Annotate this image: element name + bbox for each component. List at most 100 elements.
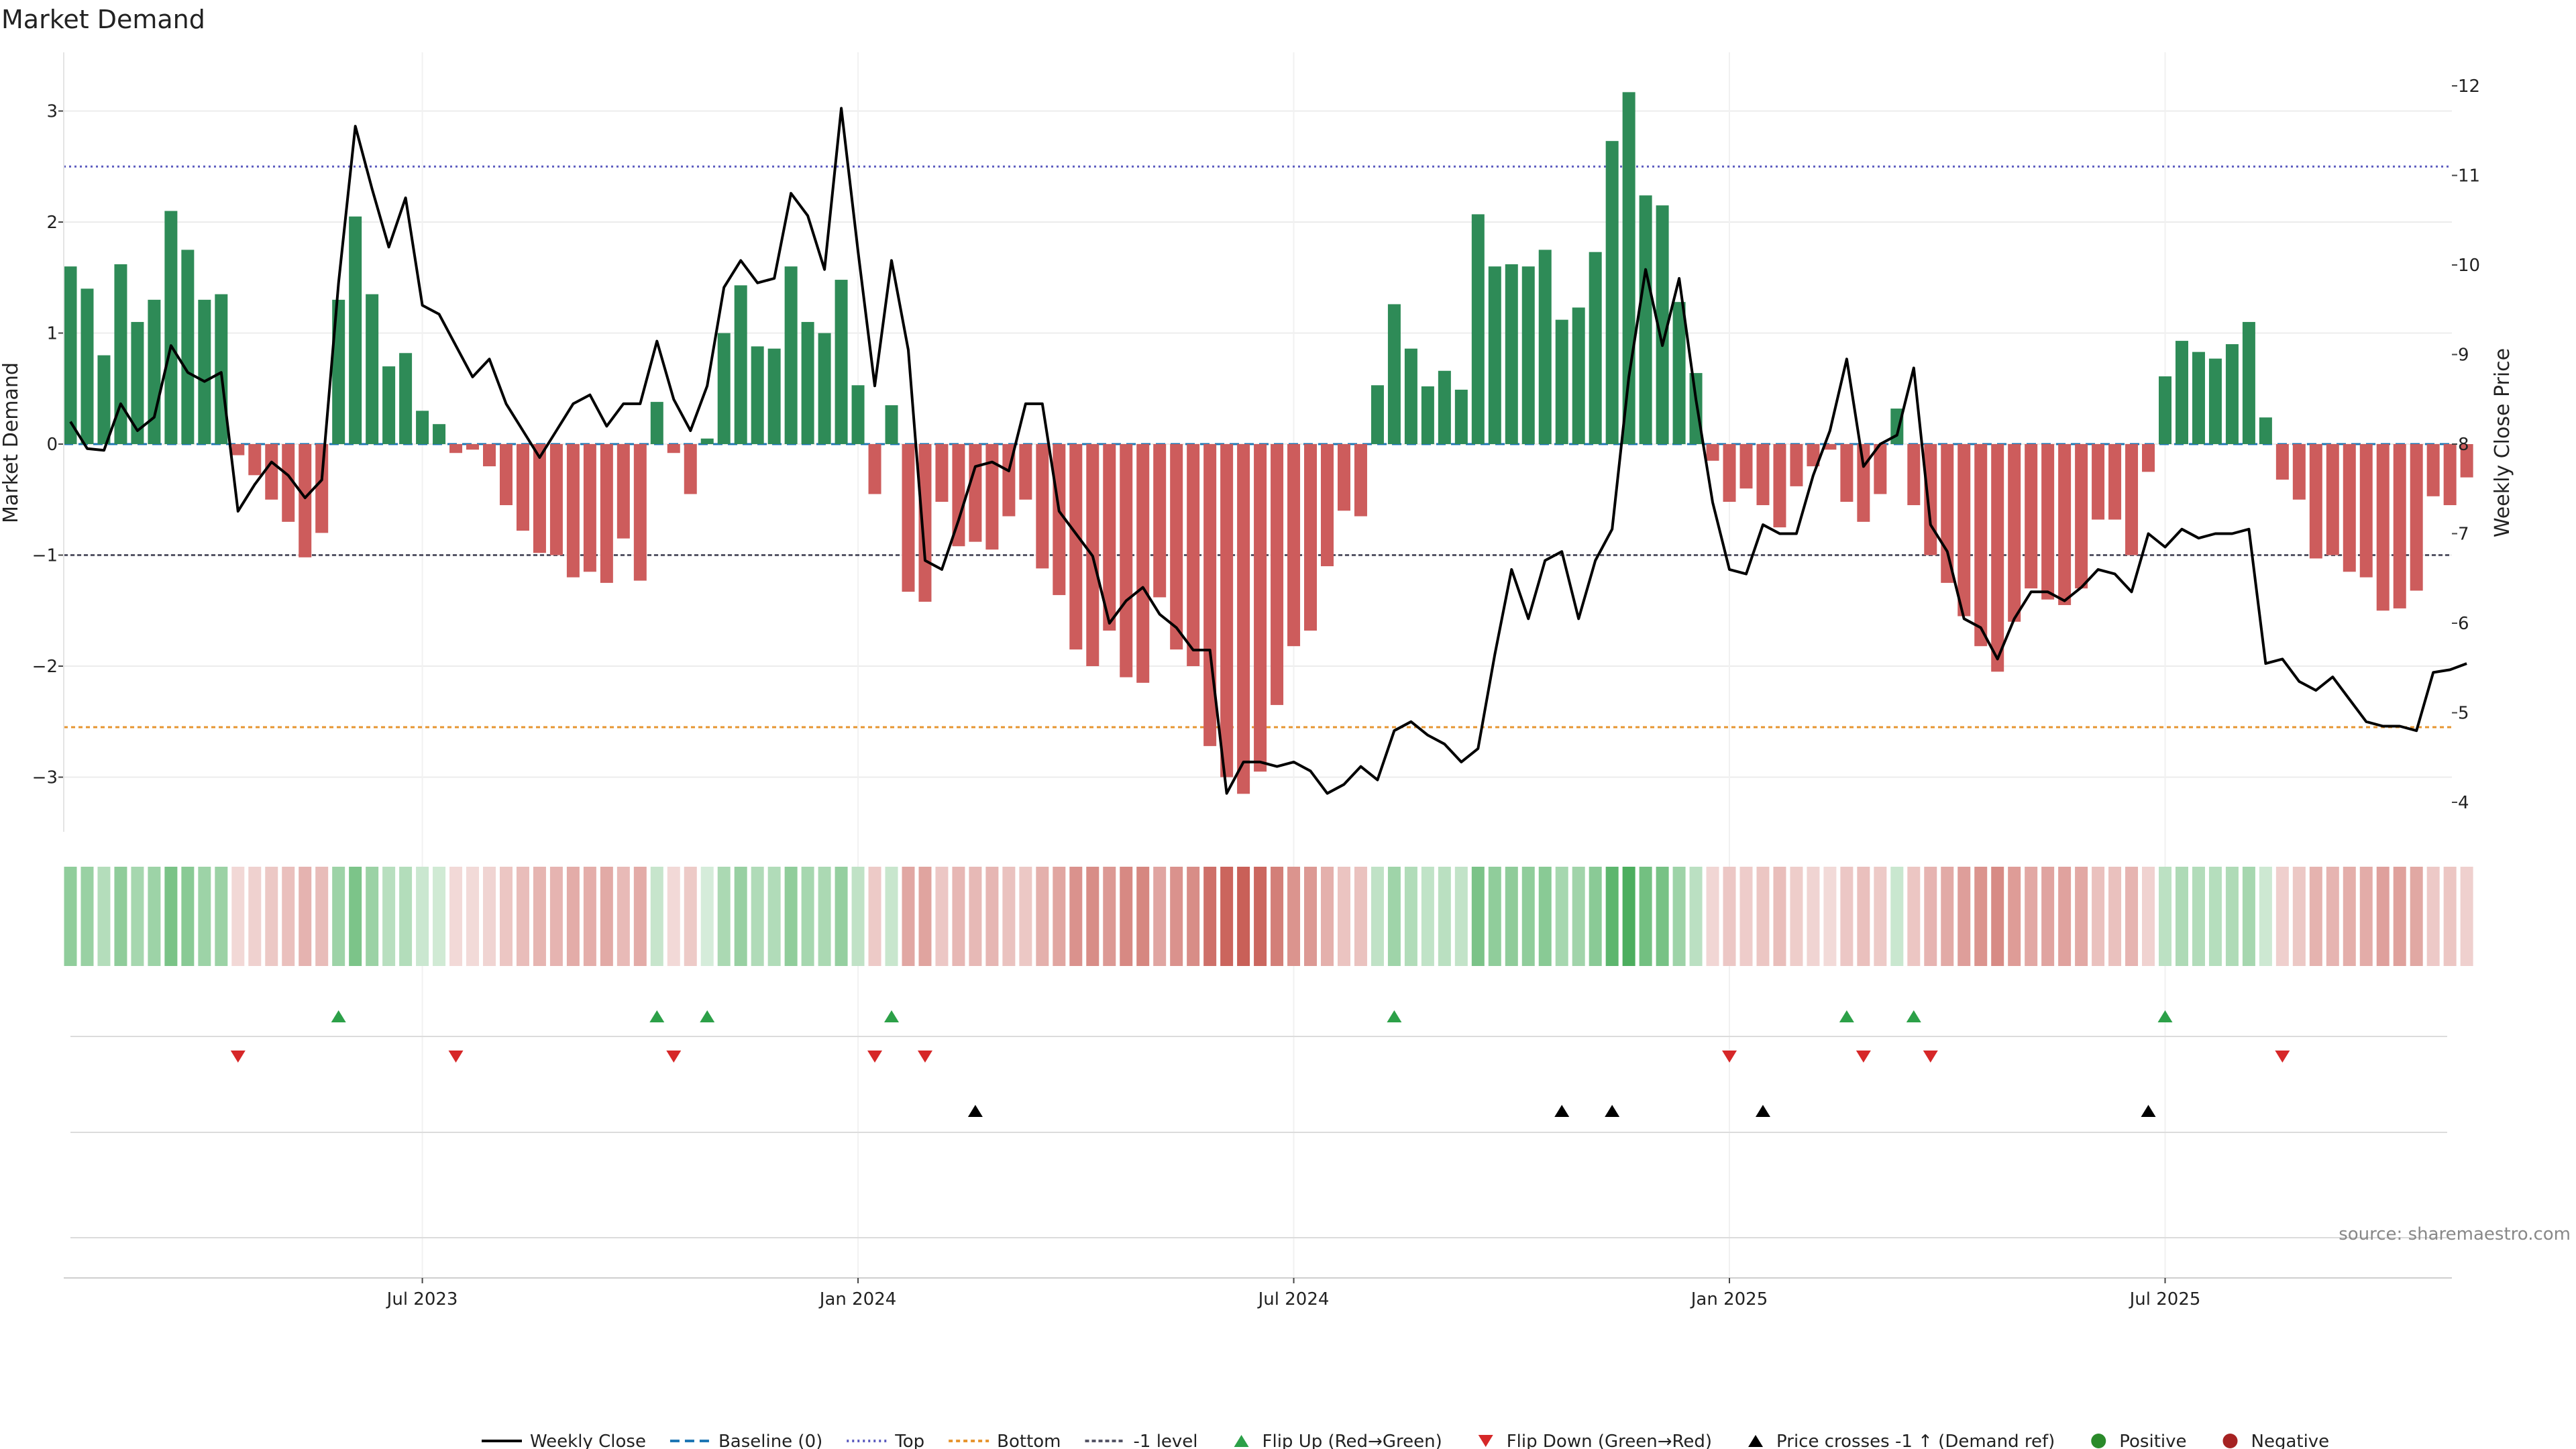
heat-cell [1656, 867, 1669, 966]
demand-bar-negative [1974, 444, 1988, 647]
flip-up-marker [2157, 1010, 2173, 1022]
demand-bar-negative [868, 444, 881, 494]
demand-bar-positive [198, 299, 211, 444]
left-tick-label: 1 [46, 324, 58, 344]
heat-cell [835, 867, 848, 966]
heat-cell [1723, 867, 1736, 966]
heat-cell [583, 867, 596, 966]
demand-bar-negative [1823, 444, 1837, 450]
heat-cell [399, 867, 413, 966]
flip-down-marker [867, 1051, 883, 1063]
heat-cell [499, 867, 513, 966]
demand-bar-positive [164, 211, 178, 444]
heat-cell [483, 867, 496, 966]
demand-bar-negative [600, 444, 613, 583]
demand-bar-negative [684, 444, 697, 494]
heat-cell [1505, 867, 1518, 966]
heat-cell [282, 867, 295, 966]
demand-bar-positive [784, 266, 798, 444]
demand-bar-negative [1036, 444, 1049, 569]
heat-cell [1271, 867, 1284, 966]
demand-bar-negative [2376, 444, 2390, 611]
left-tick-label: 0 [46, 435, 58, 455]
demand-bar-positive [215, 294, 228, 444]
heat-cell [2025, 867, 2038, 966]
flip-up-marker [700, 1010, 715, 1022]
flip-up-marker [1387, 1010, 1402, 1022]
demand-bar-positive [366, 294, 379, 444]
demand-bar-negative [2426, 444, 2440, 496]
heat-cell [918, 867, 932, 966]
demand-bar-positive [2192, 352, 2205, 444]
demand-bar-negative [248, 444, 262, 476]
heat-cell [2376, 867, 2390, 966]
heat-cell [2292, 867, 2306, 966]
flip-down-marker [1856, 1051, 1871, 1063]
heat-cell [1605, 867, 1619, 966]
demand-bar-negative [2041, 444, 2055, 600]
heat-cell [717, 867, 731, 966]
heat-cell [2275, 867, 2289, 966]
demand-bar-positive [1605, 141, 1619, 444]
demand-bar-positive [700, 438, 714, 444]
demand-bar-positive [2159, 376, 2171, 444]
heat-cell [1538, 867, 1552, 966]
heat-cell [2426, 867, 2440, 966]
weekly-close-line [69, 107, 2467, 795]
heat-cell [1622, 867, 1635, 966]
time-axis: Jul 2023 Jan 2024 Jul 2024 Jan 2025 Jul 2025 [64, 1277, 2452, 1309]
heat-cell [1170, 867, 1183, 966]
heat-cell [382, 867, 396, 966]
demand-bar-positive [1639, 195, 1652, 444]
heat-cell [1421, 867, 1434, 966]
heat-cell [1354, 867, 1367, 966]
demand-bar-negative [2008, 444, 2021, 622]
demand-bar-negative [1136, 444, 1150, 683]
heat-cell [1823, 867, 1837, 966]
heat-cell [1773, 867, 1786, 966]
heat-cell [2225, 867, 2239, 966]
heat-cell [734, 867, 747, 966]
heat-cell [433, 867, 446, 966]
heat-cell [248, 867, 262, 966]
demand-bar-negative [1941, 444, 1954, 583]
heat-cell [299, 867, 312, 966]
heat-cell [1086, 867, 1099, 966]
flip-up-marker [884, 1010, 900, 1022]
demand-bar-positive [734, 285, 747, 444]
demand-bar-positive [64, 266, 77, 444]
heat-cell [148, 867, 161, 966]
demand-bar-negative [1271, 444, 1284, 705]
heat-cell [2259, 867, 2272, 966]
heat-cell [2326, 867, 2339, 966]
right-tick-label: 9 [2458, 345, 2469, 366]
demand-heat-strip [64, 867, 2473, 966]
heat-cell [416, 867, 429, 966]
heat-cell [114, 867, 127, 966]
left-tick-label: −2 [32, 657, 58, 677]
heat-cell [1706, 867, 1719, 966]
demand-bar-negative [1254, 444, 1267, 772]
heat-cell [1438, 867, 1451, 966]
heat-cell [215, 867, 228, 966]
time-tick-label: Jul 2025 [2129, 1289, 2201, 1309]
demand-bar-negative [633, 444, 647, 581]
heat-cell [315, 867, 329, 966]
right-tick-label: 6 [2458, 614, 2469, 634]
demand-bar-negative [902, 444, 915, 592]
heat-cell [2460, 867, 2473, 966]
heat-cell [80, 867, 94, 966]
demand-bar-negative [2292, 444, 2306, 500]
heat-cell [1991, 867, 2004, 966]
left-tick-label: −1 [32, 546, 58, 566]
heat-cell [1203, 867, 1217, 966]
legend-label-close: Weekly Close [530, 1432, 646, 1449]
flip-down-marker [666, 1051, 682, 1063]
demand-bar-negative [1103, 444, 1116, 631]
heat-cell [97, 867, 111, 966]
demand-bar-positive [131, 321, 144, 444]
flip-down-marker [1923, 1051, 1938, 1063]
demand-bar-negative [985, 444, 999, 550]
demand-bar-positive [349, 216, 362, 444]
